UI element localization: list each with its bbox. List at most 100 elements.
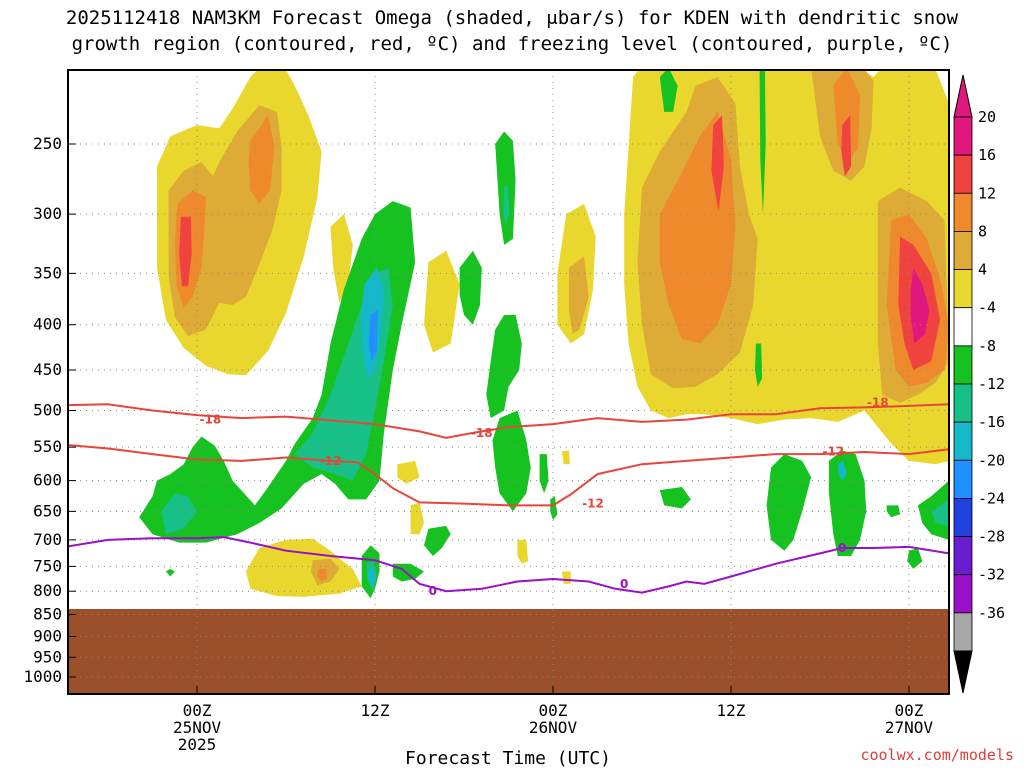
x-tick-label-40-2: 26NOV (529, 718, 578, 737)
colorbar-label--8: -8 (978, 337, 996, 355)
freezing-contour-label-2: 0 (620, 577, 628, 591)
colorbar-bin-4-8 (953, 269, 973, 309)
omega-region-neg12-44 (367, 567, 375, 587)
y-tick-label-350: 350 (33, 263, 62, 282)
y-axis: 250 300 350 400 450 500 550 600 650 700 750 800 850 9… (23, 134, 76, 686)
dgz-contour-line-0 (68, 403, 949, 439)
omega-region-pos12-14 (833, 70, 860, 162)
colorbar-bin-8-12 (953, 231, 973, 270)
chart-title-line-2: growth region (contoured, red, ºC) and f… (72, 33, 953, 55)
x-tick-label-0-2: 25NOV (173, 718, 222, 737)
x-tick-label-60-1: 12Z (717, 701, 746, 720)
colorbar-bin-12-16 (953, 192, 973, 232)
colorbar-label--20: -20 (978, 451, 1005, 469)
grid-lines (68, 70, 949, 694)
colorbar-bin--4-4 (953, 307, 973, 347)
dgz-contour-label-3: -12 (822, 444, 844, 458)
colorbar-bin--36--32 (953, 612, 973, 652)
credit-text: coolwx.com/models (860, 746, 1014, 764)
omega-region-neg4-46 (659, 487, 691, 509)
x-axis-label: Forecast Time (UTC) (405, 748, 611, 768)
omega-region-neg4-45 (165, 568, 175, 577)
omega-region-pos16-4 (179, 216, 192, 287)
x-tick-label-80-1: 00Z (895, 701, 924, 720)
freezing-contour-label-1: 0 (429, 584, 437, 598)
colorbar-bin--32--28 (953, 574, 973, 614)
omega-region-neg4-41 (424, 525, 451, 556)
omega-region-neg4-35 (459, 250, 482, 325)
y-tick-label-850: 850 (33, 605, 62, 624)
colorbar-bin--12--8 (953, 383, 973, 423)
omega-region-pos12-3 (248, 115, 275, 204)
omega-region-neg4-34 (492, 410, 531, 512)
omega-region-neg4-48 (828, 450, 867, 556)
omega-region-pos4-25 (517, 539, 529, 564)
omega-region-pos16-15 (841, 115, 852, 177)
colorbar-bin--24--20 (953, 498, 973, 537)
y-tick-label-1000: 1000 (23, 667, 62, 686)
omega-region-neg4-50 (755, 343, 763, 387)
dgz-contour-label-0: -18 (200, 413, 222, 427)
colorbar-label-16: 16 (978, 146, 996, 164)
omega-region-neg4-39 (550, 496, 558, 521)
colorbar-bin-20-24 (953, 116, 973, 156)
omega-region-neg12-49 (837, 460, 847, 481)
omega-region-pos16-12 (711, 115, 724, 212)
omega-region-neg4-33 (486, 315, 522, 419)
colorbar-bottom-arrow (953, 650, 973, 694)
freezing-contour-label-0: 0 (838, 541, 846, 555)
colorbar-label--36: -36 (978, 604, 1005, 622)
x-tick-label-0-1: 00Z (183, 701, 212, 720)
dgz-contour-label-5: -12 (582, 497, 604, 511)
omega-region-pos4-8 (424, 250, 460, 353)
y-tick-label-300: 300 (33, 204, 62, 223)
omega-region-neg8-37 (503, 184, 510, 225)
dgz-contour-line-1 (68, 444, 949, 507)
omega-region-neg4-51 (759, 70, 766, 215)
omega-region-pos12-22 (317, 568, 327, 582)
colorbar-label-8: 8 (978, 222, 987, 240)
dgz-contour-label-1: -12 (320, 454, 342, 468)
x-tick-label-80-2: 27NOV (885, 718, 934, 737)
y-tick-label-600: 600 (33, 471, 62, 490)
freezing-level-contours: 0 0 0 (68, 536, 949, 598)
colorbar-label--28: -28 (978, 528, 1005, 546)
omega-region-neg4-38 (539, 454, 549, 494)
omega-region-pos20-19 (910, 267, 930, 344)
y-tick-label-800: 800 (33, 581, 62, 600)
chart-title-line-1: 2025112418 NAM3KM Forecast Omega (shaded… (66, 7, 959, 29)
omega-region-neg4-52 (886, 505, 901, 518)
colorbar-bin--28--24 (953, 536, 973, 576)
colorbar-bin-16-20 (953, 154, 973, 194)
colorbar-label--24: -24 (978, 489, 1005, 507)
omega-region-pos8-7 (569, 256, 589, 335)
omega-region-neg4-47 (766, 454, 812, 551)
y-tick-label-400: 400 (33, 315, 62, 334)
y-tick-label-250: 250 (33, 134, 62, 153)
freezing-contour-line-0 (68, 536, 949, 594)
terrain-fill (68, 609, 949, 694)
y-tick-label-550: 550 (33, 437, 62, 456)
x-tick-label-0-3: 2025 (178, 735, 217, 754)
y-tick-label-950: 950 (33, 647, 62, 666)
omega-region-pos4-20 (246, 538, 362, 597)
omega-region-neg8-55 (931, 499, 949, 526)
colorbar-bin--20--16 (953, 459, 973, 499)
omega-region-neg8-29 (161, 493, 197, 535)
omega-region-pos4-27 (561, 450, 570, 465)
colorbar-label-20: 20 (978, 108, 996, 126)
colorbar-label--4: -4 (978, 299, 996, 317)
colorbar-label--32: -32 (978, 566, 1005, 584)
omega-shading (139, 70, 949, 599)
y-tick-label-500: 500 (33, 401, 62, 420)
y-tick-label-700: 700 (33, 530, 62, 549)
colorbar-label--12: -12 (978, 375, 1005, 393)
dgz-contour-label-2: -18 (867, 396, 889, 410)
colorbar-bin--16--12 (953, 421, 973, 461)
y-tick-label-750: 750 (33, 556, 62, 575)
y-tick-label-650: 650 (33, 501, 62, 520)
colorbar-top-arrow (953, 74, 973, 118)
plot-frame (67, 69, 950, 695)
